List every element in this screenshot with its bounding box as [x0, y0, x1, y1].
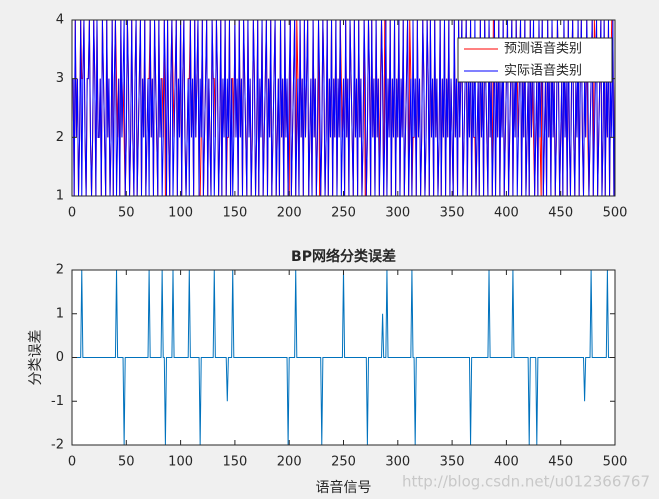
- y-tick-label: -2: [51, 438, 64, 453]
- x-tick-label: 50: [118, 455, 135, 470]
- x-tick-label: 150: [222, 455, 247, 470]
- x-tick-label: 250: [331, 206, 356, 221]
- y-axis-label: 分类误差: [28, 330, 44, 386]
- x-tick-label: 400: [494, 206, 519, 221]
- x-tick-label: 250: [331, 455, 356, 470]
- x-tick-label: 350: [440, 455, 465, 470]
- y-tick-label: 2: [56, 263, 64, 278]
- x-tick-label: 200: [277, 455, 302, 470]
- x-axis-label: 语音信号: [316, 479, 372, 496]
- legend-box: [457, 37, 613, 83]
- x-tick-label: 450: [548, 455, 573, 470]
- x-tick-label: 100: [168, 206, 193, 221]
- x-tick-label: 450: [548, 206, 573, 221]
- watermark: http://blog.csdn.net/u012366767: [402, 473, 650, 491]
- x-tick-label: 400: [494, 455, 519, 470]
- x-tick-label: 0: [68, 206, 76, 221]
- x-tick-label: 0: [68, 455, 76, 470]
- x-tick-label: 100: [168, 455, 193, 470]
- legend-label: 预测语音类别: [504, 41, 582, 57]
- y-tick-label: 1: [56, 189, 64, 204]
- y-tick-label: 2: [56, 130, 64, 145]
- x-tick-label: 150: [222, 206, 247, 221]
- x-tick-label: 300: [385, 206, 410, 221]
- legend-label: 实际语音类别: [504, 63, 582, 79]
- series-line: [73, 269, 611, 446]
- x-tick-label: 50: [118, 206, 135, 221]
- x-tick-label: 500: [603, 455, 628, 470]
- chart-title: BP网络分类误差: [291, 248, 396, 265]
- y-tick-label: 4: [56, 13, 64, 28]
- x-tick-label: 200: [277, 206, 302, 221]
- x-tick-label: 350: [440, 206, 465, 221]
- y-tick-label: 0: [56, 350, 64, 365]
- x-tick-label: 300: [385, 455, 410, 470]
- x-tick-label: 500: [603, 206, 628, 221]
- y-tick-label: -1: [51, 394, 64, 409]
- y-tick-label: 3: [56, 71, 64, 86]
- y-tick-label: 1: [56, 306, 64, 321]
